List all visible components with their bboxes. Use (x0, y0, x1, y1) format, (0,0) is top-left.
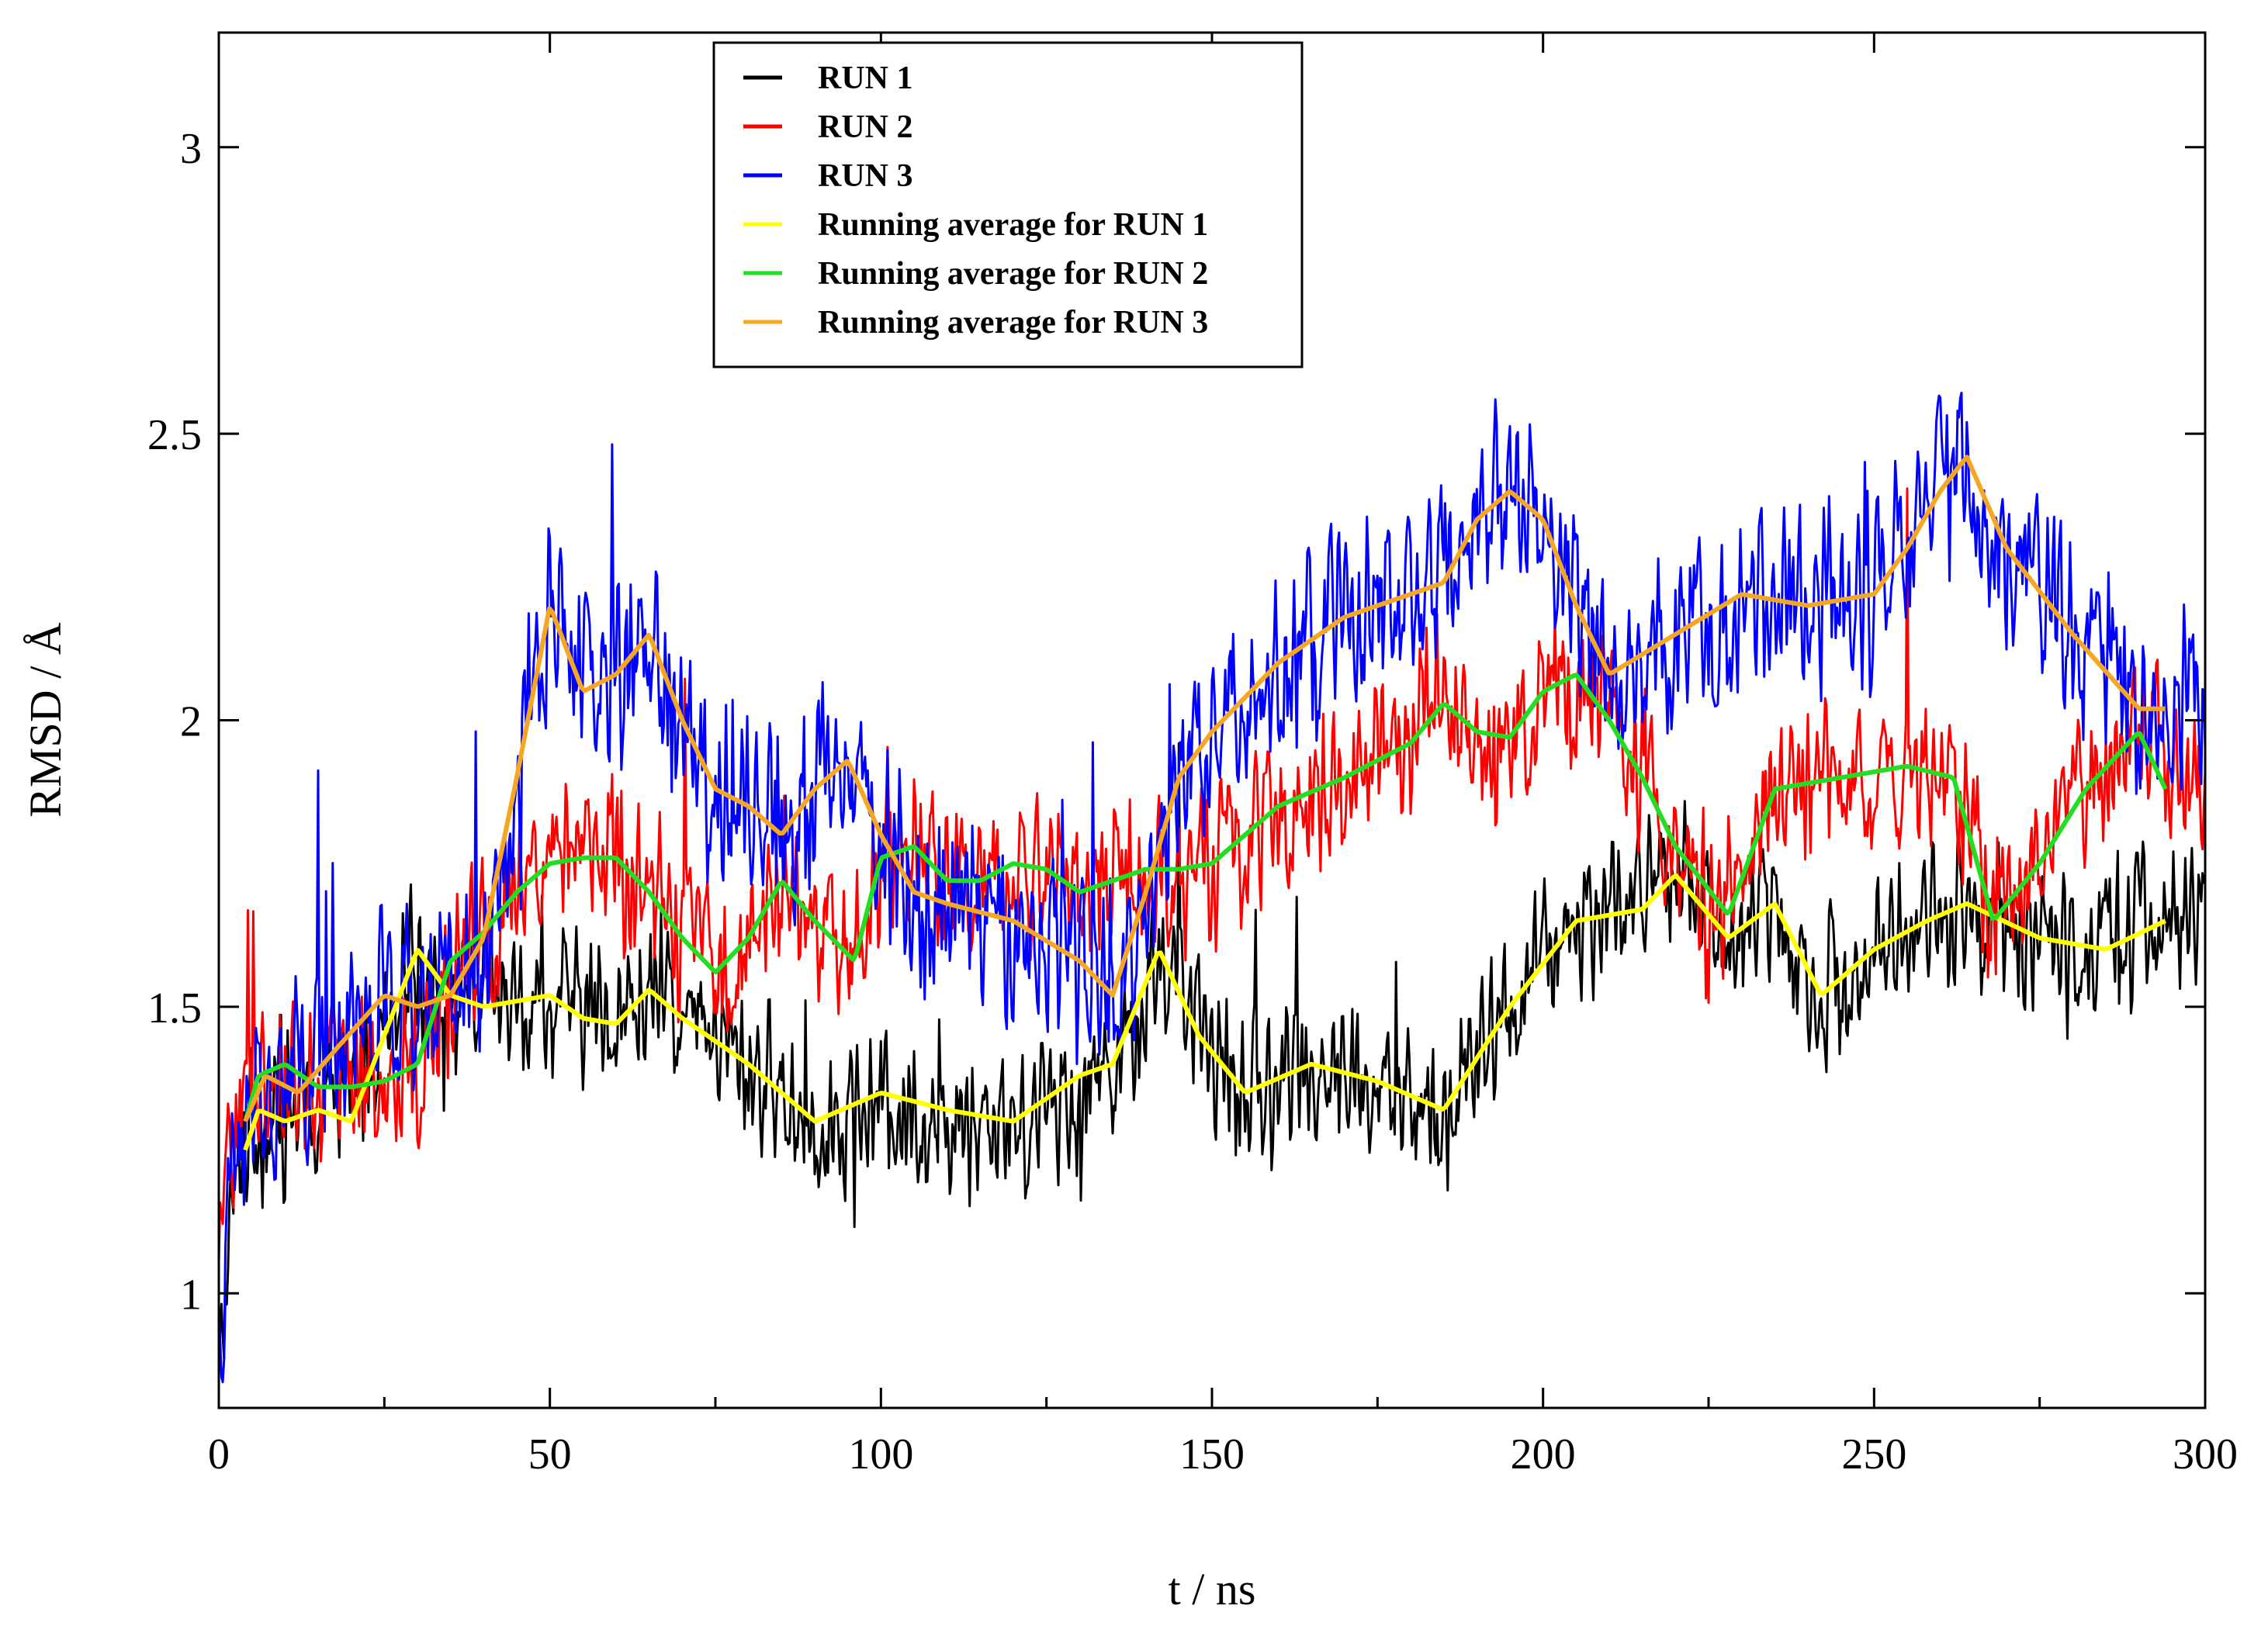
series-line-run-1 (219, 742, 2205, 1375)
x-tick-label: 100 (848, 1430, 913, 1479)
legend-box (712, 41, 1304, 368)
legend-label: RUN 2 (818, 109, 913, 145)
legend-label: Running average for RUN 3 (818, 305, 1208, 341)
x-tick-label: 250 (1841, 1430, 1906, 1479)
y-tick-label: 2 (180, 698, 202, 746)
series-line-running-average-for-run-2 (243, 673, 2168, 1122)
y-tick-label: 1.5 (147, 984, 202, 1032)
legend-label: Running average for RUN 1 (818, 207, 1208, 243)
x-tick-label: 150 (1179, 1430, 1245, 1479)
series-line-running-average-for-run-1 (243, 873, 2167, 1151)
x-tick-label: 200 (1511, 1430, 1576, 1479)
legend-label: RUN 1 (818, 61, 913, 96)
x-tick-label: 300 (2173, 1430, 2238, 1479)
legend-label: RUN 3 (818, 158, 913, 194)
series-line-run-2 (219, 487, 2205, 1264)
y-axis-title: RMSD / Å (20, 622, 71, 818)
y-tick-label: 2.5 (147, 411, 202, 459)
series-line-run-3 (219, 391, 2205, 1384)
x-tick-label: 0 (208, 1430, 230, 1479)
y-tick-label: 1 (180, 1271, 202, 1319)
series-layer (219, 391, 2205, 1384)
x-axis-title: t / ns (1169, 1564, 1256, 1614)
x-tick-label: 50 (528, 1430, 572, 1479)
legend-label: Running average for RUN 2 (818, 256, 1208, 292)
y-tick-label: 3 (180, 125, 202, 173)
axes-layer: 0 50 100 150 200 250 300 1 1.5 2 2.5 3 (147, 33, 2238, 1479)
series-line-running-average-for-run-3 (243, 455, 2166, 1122)
legend: RUN 1 RUN 2 RUN 3 Running average for RUN 1… (712, 41, 1304, 368)
